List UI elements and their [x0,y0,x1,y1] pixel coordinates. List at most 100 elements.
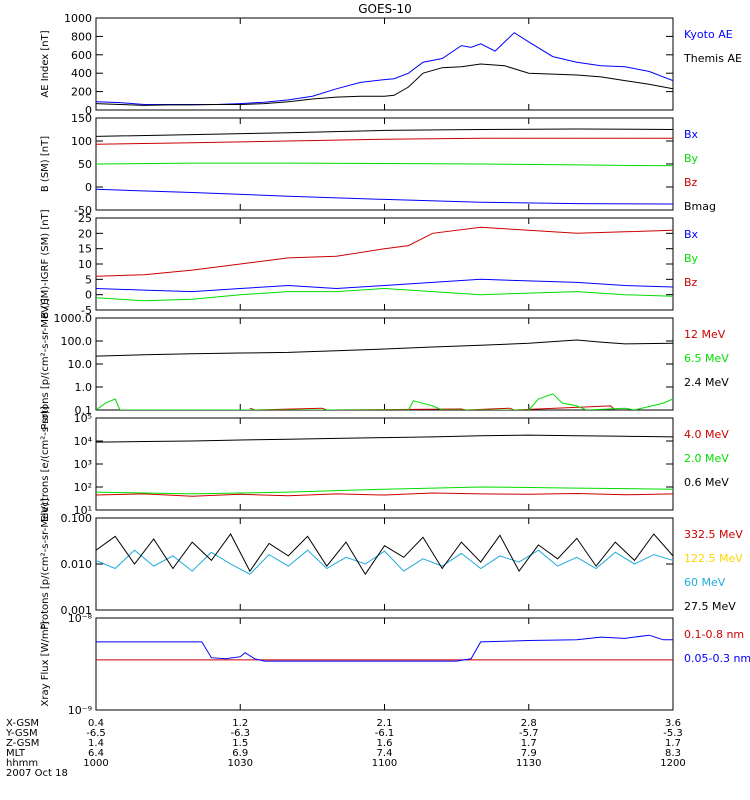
y-tick-label: 20 [78,227,92,240]
y-tick-label: -50 [74,204,92,217]
series-line-bx [96,278,673,293]
chart-panel-3: -5 0 5 10 15 20 25 B (SM)-IGRF (SM) [nT] Bx By Bz [40,209,699,318]
legend-entry: Themis AE [683,52,742,65]
y-tick-label: 10.0 [68,358,93,371]
x-axis-row-label: MLT [6,748,26,759]
series-line-4-0-mev [96,492,673,497]
legend-entry: Bmag [684,200,716,213]
y-tick-label: 10⁴ [74,435,93,448]
x-axis-tick-label: 2.8 [521,718,537,729]
y-tick-label: 50 [78,158,92,171]
y-tick-label: 200 [71,86,92,99]
panel-frame [95,317,674,411]
legend-entry: Bx [684,128,699,141]
y-tick-label: 800 [71,30,92,43]
y-tick-label: 0 [85,181,92,194]
legend-entry: 12 MeV [684,328,726,341]
x-axis-tick-label: -6.1 [375,728,395,739]
x-axis-tick-label: -6.3 [230,728,250,739]
y-tick-label: 400 [71,67,92,80]
series-line-bz [96,226,673,277]
series-line-bmag [96,128,673,137]
y-tick-label: 0 [85,104,92,117]
x-axis-date: 2007 Oct 18 [6,768,68,779]
x-axis-tick-label: 1.7 [521,738,537,749]
legend-entry: By [684,252,699,265]
x-axis-row-label: Z-GSM [6,738,39,749]
y-tick-label: 150 [71,112,92,125]
legend-entry: 60 MeV [684,576,726,589]
legend-entry: 0.1-0.8 nm [684,628,744,641]
y-axis-label: Xray Flux [W/m²] [40,621,51,706]
chart-panel-7: 10⁻⁹ 10⁻⁸ Xray Flux [W/m²] 0.1-0.8 nm 0.05-0… [40,612,750,717]
y-axis-label: Protons [p/(cm²-s-sr-MeV)] [40,498,51,630]
x-axis-row-label: X-GSM [6,718,39,729]
legend-entry: 0.05-0.3 nm [684,652,750,665]
legend-entry: Bx [684,228,699,241]
chart-panel-6: 0.001 0.010 0.100 Protons [p/(cm²-s-sr-MeV)… [40,498,743,630]
x-axis-row-label: hhmm [6,758,38,769]
y-axis-label: Protons [p/(cm²-s-sr-MeV)] [40,298,51,430]
x-axis-tick-label: 0.4 [88,718,104,729]
y-tick-label: 10⁻⁹ [68,704,92,717]
x-axis-tick-label: 6.9 [232,748,248,759]
legend-entry: Bz [684,276,698,289]
legend-entry: 0.6 MeV [684,476,729,489]
legend-entry: 4.0 MeV [684,428,729,441]
y-tick-label: 0.001 [61,604,93,617]
y-tick-label: 100.0 [61,335,93,348]
x-axis-tick-label: -5.3 [663,728,683,739]
x-axis-block: X-GSM 0.4 1.2 2.1 2.8 3.6 Y-GSM -6.5 -6.3 -6.1 -5.… [5,718,686,779]
series-line-0-05-0-3-nm [96,634,673,662]
x-axis-tick-label: 2.1 [377,718,393,729]
series-line-6-5-mev [96,393,673,410]
x-axis-tick-label: 1.4 [88,738,104,749]
legend-entry: By [684,152,699,165]
legend-entry: 122.5 MeV [684,552,743,565]
x-axis-tick-label: 1200 [660,758,685,769]
series-line-by [96,287,673,302]
y-tick-label: 100 [71,135,92,148]
chart-panel-5: 10¹ 10² 10³ 10⁴ 10⁵ Electrons [e/(cm²-s-sr)] 4… [40,406,729,522]
x-axis-tick-label: 8.3 [665,748,681,759]
series-line-60-mev [96,549,673,575]
x-axis-tick-label: 1130 [516,758,541,769]
series-line-2-4-mev [96,339,673,357]
panel-frame [95,617,674,711]
x-axis-tick-label: -5.7 [519,728,539,739]
series-line-by [96,162,673,167]
legend-entry: Bz [684,176,698,189]
x-axis-tick-label: 1.7 [665,738,681,749]
legend-entry: 6.5 MeV [684,352,729,365]
legend-entry: 27.5 MeV [684,600,736,613]
x-axis-tick-label: 3.6 [665,718,681,729]
y-tick-label: 10 [78,258,92,271]
y-axis-label: AE Index [nT] [40,30,51,97]
y-tick-label: 1000.0 [54,312,93,325]
y-tick-label: 0.100 [61,512,93,525]
y-tick-label: 10² [74,481,92,494]
y-tick-label: 10⁵ [74,412,92,425]
legend-entry: Kyoto AE [684,28,733,41]
y-tick-label: 0 [85,289,92,302]
x-axis-tick-label: 7.4 [377,748,393,759]
x-axis-tick-label: 1000 [83,758,108,769]
x-axis-tick-label: 1100 [372,758,397,769]
series-line-bz [96,137,673,145]
y-tick-label: 10¹ [74,504,92,517]
y-tick-label: 5 [85,273,92,286]
y-tick-label: 1.0 [75,381,93,394]
x-axis-tick-label: 6.4 [88,748,104,759]
series-line-kyoto-ae [96,32,673,105]
x-axis-tick-label: 1.2 [232,718,248,729]
x-axis-tick-label: 1030 [228,758,253,769]
chart-panel-2: -50 0 50 100 150 B (SM) [nT] Bx By Bz Bmag [40,112,716,217]
figure-title: GOES-10 [358,2,412,16]
series-line-themis-ae [96,63,673,106]
y-tick-label: 25 [78,212,92,225]
y-axis-label: Electrons [e/(cm²-s-sr)] [40,406,51,522]
y-tick-label: 600 [71,49,92,62]
